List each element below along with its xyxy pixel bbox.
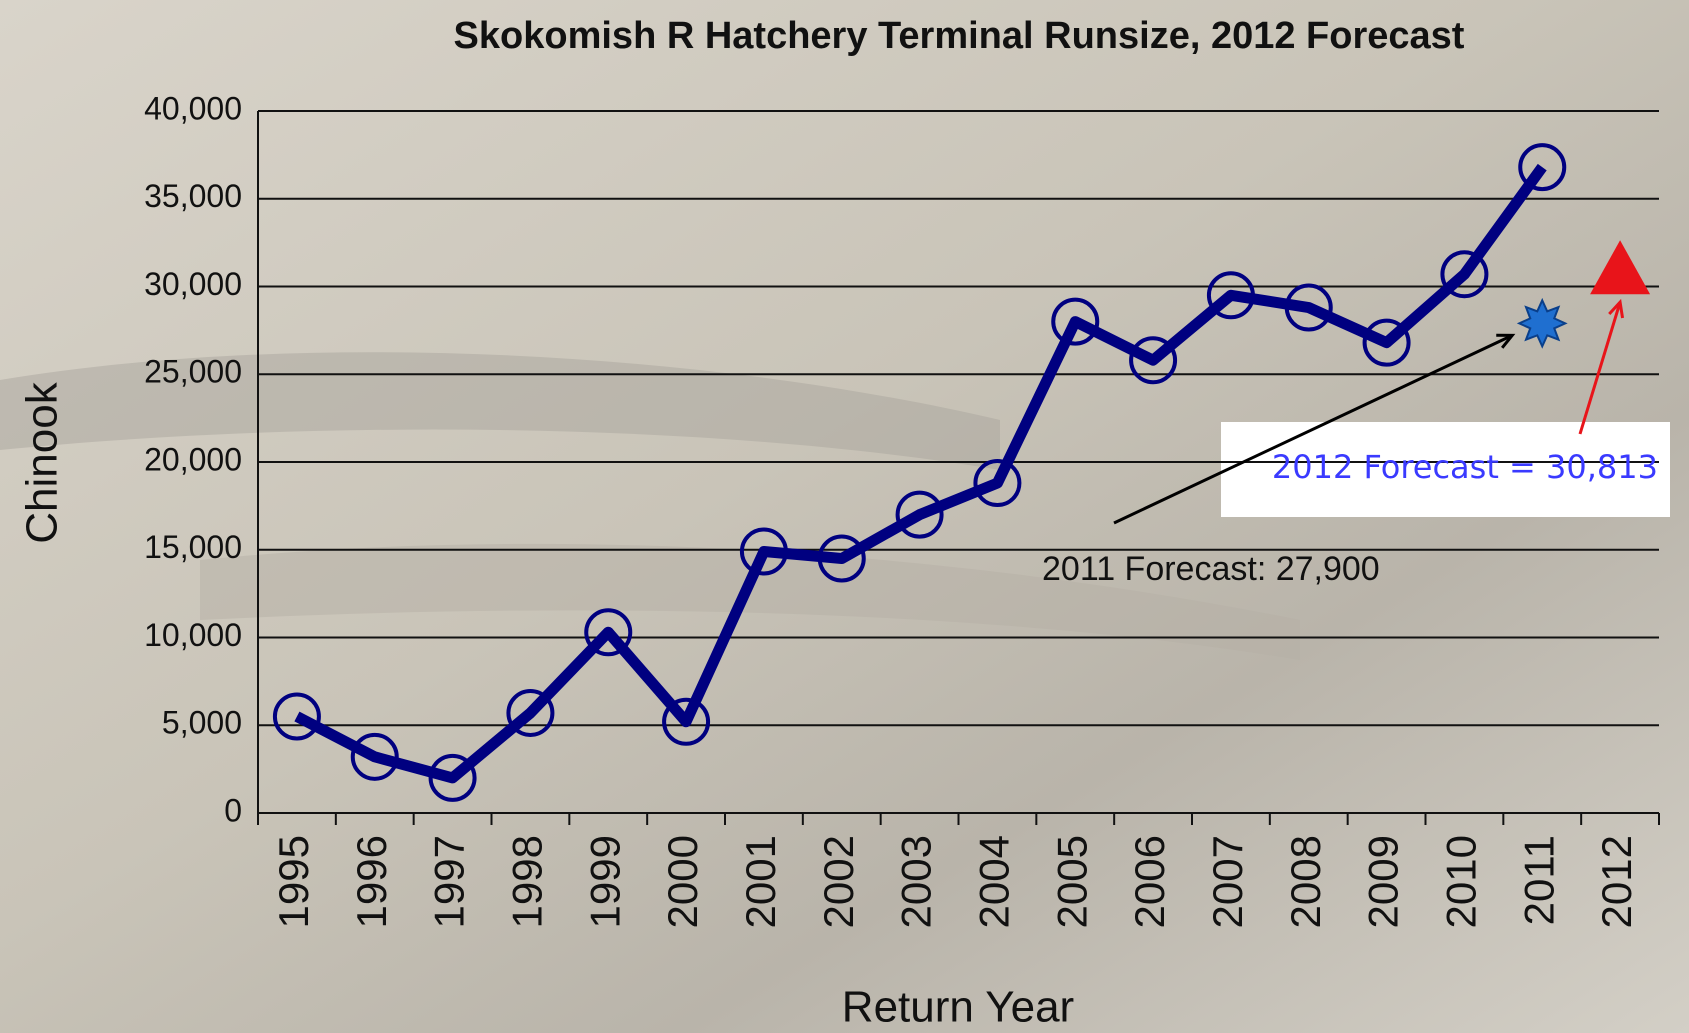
x-tick-label: 2004 <box>971 835 1018 928</box>
x-tick-label: 2002 <box>815 835 862 928</box>
x-tick-label: 2003 <box>893 835 940 928</box>
x-tick-label: 2007 <box>1204 835 1251 928</box>
y-tick-label: 5,000 <box>162 705 242 741</box>
chart: Skokomish R Hatchery Terminal Runsize, 2… <box>0 0 1689 1033</box>
x-tick-label: 2001 <box>737 835 784 928</box>
x-tick-label: 2011 <box>1515 835 1562 925</box>
y-tick-label: 40,000 <box>144 90 242 126</box>
y-tick-label: 15,000 <box>144 529 242 565</box>
x-tick-label: 2005 <box>1048 835 1095 928</box>
x-tick-label: 1996 <box>348 835 395 928</box>
x-tick-label: 2006 <box>1126 835 1173 928</box>
annotation-text: 2012 Forecast = 30,813 <box>1272 448 1658 486</box>
x-tick-label: 2012 <box>1593 835 1640 928</box>
y-tick-label: 0 <box>224 792 242 828</box>
x-tick-label: 2010 <box>1438 835 1485 928</box>
x-tick-label: 1995 <box>270 835 317 928</box>
y-tick-label: 35,000 <box>144 178 242 214</box>
x-tick-label: 2008 <box>1282 835 1329 928</box>
x-tick-label: 2009 <box>1360 835 1407 928</box>
y-tick-label: 25,000 <box>144 354 242 390</box>
y-axis-label: Chinook <box>18 381 67 543</box>
y-tick-label: 10,000 <box>144 617 242 653</box>
x-axis-label: Return Year <box>842 983 1074 1032</box>
y-tick-label: 20,000 <box>144 441 242 477</box>
chart-title: Skokomish R Hatchery Terminal Runsize, 2… <box>454 15 1465 57</box>
x-tick-label: 1999 <box>581 835 628 928</box>
annotation-text: 2011 Forecast: 27,900 <box>1042 550 1380 588</box>
y-tick-label: 30,000 <box>144 266 242 302</box>
x-tick-label: 2000 <box>659 835 706 928</box>
forecast-star <box>1519 300 1565 346</box>
x-tick-label: 1997 <box>426 835 473 928</box>
x-tick-label: 1998 <box>504 835 551 928</box>
